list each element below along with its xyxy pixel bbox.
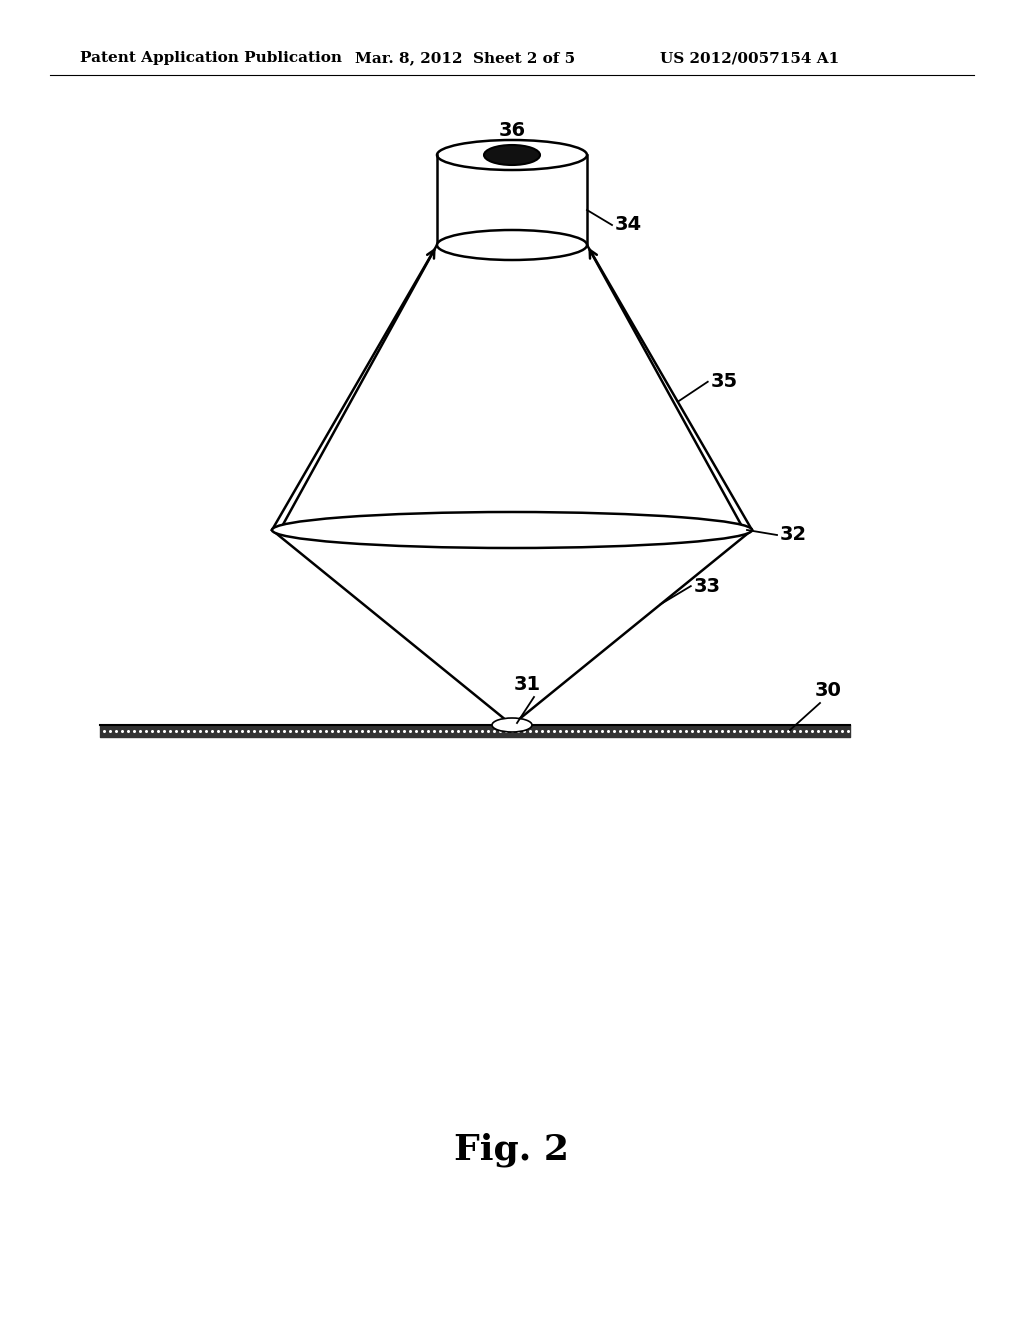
Text: 34: 34 — [615, 215, 642, 235]
Text: 31: 31 — [513, 676, 541, 694]
Text: 32: 32 — [780, 525, 807, 544]
Text: Fig. 2: Fig. 2 — [455, 1133, 569, 1167]
Ellipse shape — [484, 145, 540, 165]
Text: 30: 30 — [814, 681, 842, 700]
Text: 33: 33 — [694, 577, 721, 595]
Text: Patent Application Publication: Patent Application Publication — [80, 51, 342, 65]
Ellipse shape — [272, 512, 752, 548]
Text: 35: 35 — [711, 372, 738, 391]
Ellipse shape — [492, 718, 532, 733]
Ellipse shape — [437, 140, 587, 170]
Text: 36: 36 — [499, 120, 525, 140]
Text: Mar. 8, 2012  Sheet 2 of 5: Mar. 8, 2012 Sheet 2 of 5 — [355, 51, 575, 65]
Ellipse shape — [437, 230, 587, 260]
Text: US 2012/0057154 A1: US 2012/0057154 A1 — [660, 51, 840, 65]
